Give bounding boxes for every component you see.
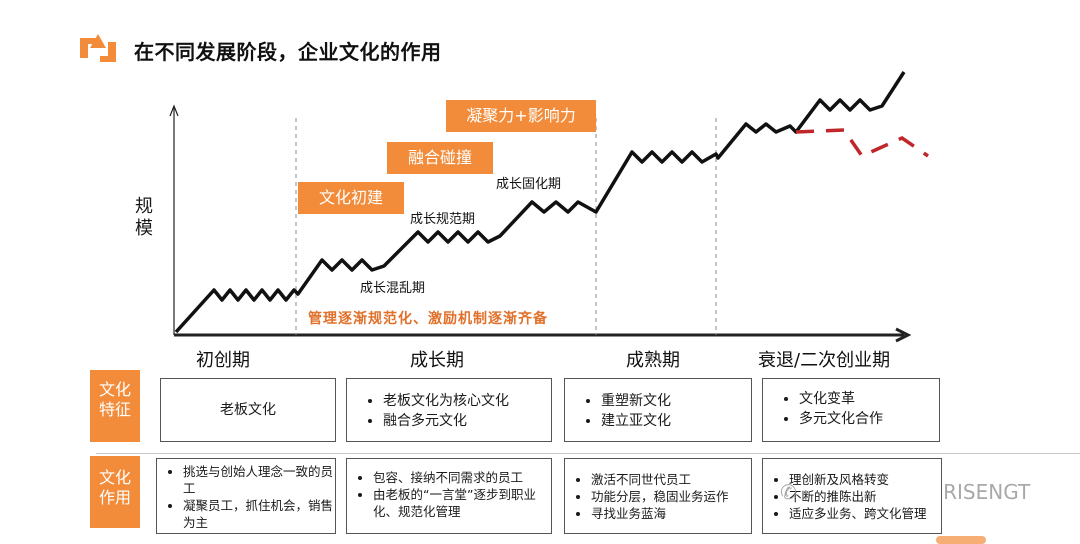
list-item: 理创新及风格转变 — [789, 471, 941, 488]
x-axis-arrow — [895, 327, 912, 343]
logo-icon — [76, 30, 120, 70]
list-item: 适应多业务、跨文化管理 — [789, 505, 941, 522]
cohesion-influence-box: 凝聚力+影响力 — [446, 100, 596, 132]
list-item: 多元文化合作 — [799, 409, 939, 429]
list-item: 重塑新文化 — [601, 391, 751, 411]
list-item: 文化变革 — [799, 389, 939, 409]
role-card-growth: 包容、接纳不同需求的员工 由老板的“一言堂”逐步到职业化、规范化管理 — [346, 458, 552, 534]
feature-card-startup: 老板文化 — [160, 378, 336, 442]
phase-growth: 成长期 — [410, 350, 464, 371]
phase-decline: 衰退/二次创业期 — [758, 350, 891, 371]
list-item: 老板文化为核心文化 — [383, 391, 551, 411]
list-item: 凝聚员工，抓住机会，销售为主 — [183, 497, 335, 531]
phase-mature: 成熟期 — [626, 350, 680, 371]
row-divider — [96, 453, 1080, 454]
role-card-startup: 挑选与创始人理念一致的员工 凝聚员工，抓住机会，销售为主 — [156, 458, 336, 534]
row-label-roles: 文化 作用 — [90, 456, 140, 528]
phase-startup: 初创期 — [196, 350, 250, 371]
list-item: 建立亚文化 — [601, 411, 751, 431]
feature-card-mature: 重塑新文化 建立亚文化 — [564, 378, 752, 442]
management-note: 管理逐渐规范化、激励机制逐渐齐备 — [308, 311, 548, 327]
decline-line — [795, 128, 929, 159]
row-label-features: 文化 特征 — [90, 370, 140, 442]
feature-card-growth: 老板文化为核心文化 融合多元文化 — [346, 378, 552, 442]
stage-label-chaos: 成长混乱期 — [360, 281, 426, 296]
list-item: 寻找业务蓝海 — [591, 505, 751, 522]
stage-label-solidified: 成长固化期 — [496, 177, 562, 192]
culture-initial-box: 文化初建 — [298, 182, 404, 214]
page-title: 在不同发展阶段，企业文化的作用 — [134, 40, 442, 64]
feature-card-decline: 文化变革 多元文化合作 — [762, 378, 940, 442]
role-card-decline: 理创新及风格转变 不断的推陈出新 适应多业务、跨文化管理 — [762, 458, 942, 534]
list-item: 不断的推陈出新 — [789, 488, 941, 505]
list-item: 老板文化 — [220, 402, 276, 418]
stage-label-standard: 成长规范期 — [410, 212, 476, 227]
growth-line — [174, 71, 906, 334]
fusion-collision-box: 融合碰撞 — [387, 142, 493, 174]
list-item: 激活不同世代员工 — [591, 471, 751, 488]
y-axis-label: 规模 — [135, 196, 153, 239]
role-card-mature: 激活不同世代员工 功能分层，稳固业务运作 寻找业务蓝海 — [564, 458, 752, 534]
list-item: 由老板的“一言堂”逐步到职业化、规范化管理 — [373, 486, 551, 520]
list-item: 挑选与创始人理念一致的员工 — [183, 463, 335, 497]
list-item: 功能分层，稳固业务运作 — [591, 488, 751, 505]
watermark: ✆ RISENGT — [780, 480, 1031, 504]
wechat-icon: ✆ — [780, 480, 797, 504]
list-item: 包容、接纳不同需求的员工 — [373, 469, 551, 486]
y-axis-arrow — [169, 104, 179, 117]
list-item: 融合多元文化 — [383, 411, 551, 431]
corner-decoration — [936, 536, 986, 544]
